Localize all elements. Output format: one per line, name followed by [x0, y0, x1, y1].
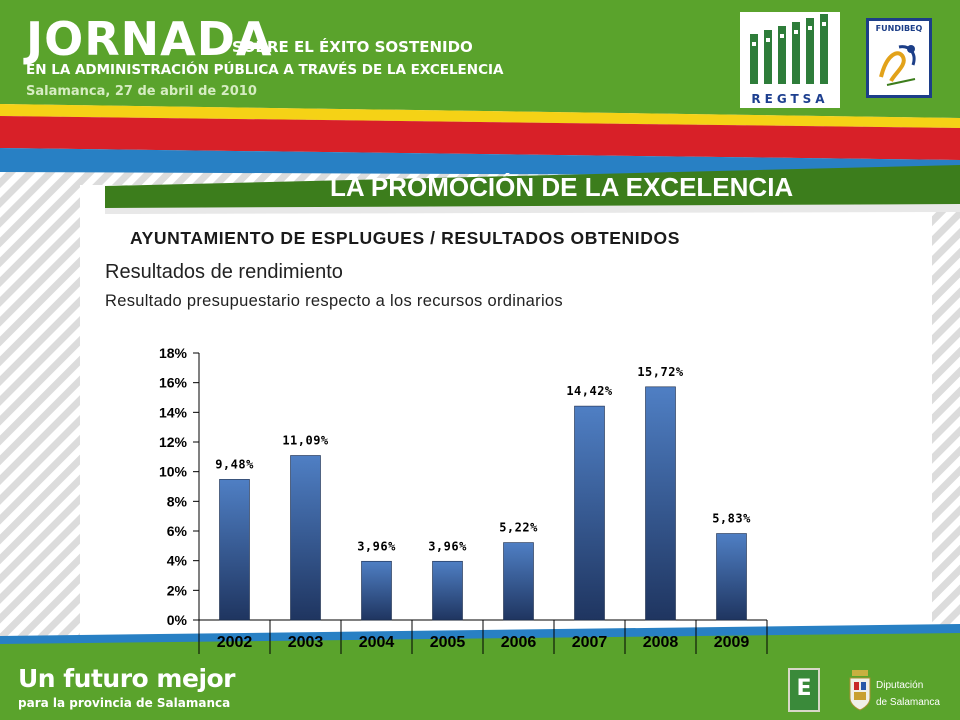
event-subtitle-2: EN LA ADMINISTRACIÓN PÚBLICA A TRAVÉS DE… — [26, 62, 504, 78]
y-tick-label: 6% — [167, 523, 188, 539]
chart-bars — [219, 386, 747, 621]
bar — [361, 560, 392, 621]
regtsa-mark-icon — [750, 14, 828, 84]
bar-data-label: 14,42% — [566, 384, 613, 398]
results-description: Resultado presupuestario respecto a los … — [105, 292, 563, 310]
x-tick-label: 2002 — [217, 634, 253, 651]
event-date: Salamanca, 27 de abril de 2010 — [26, 84, 257, 99]
y-tick-label: 2% — [167, 582, 188, 598]
header: JORNADA SOBRE EL ÉXITO SOSTENIDO EN LA A… — [0, 0, 960, 180]
footer-slogan: Un futuro mejor — [18, 664, 236, 693]
regtsa-logo: REGTSA — [740, 12, 840, 108]
bar-data-label: 15,72% — [637, 365, 684, 379]
fundibeq-logo: FUNDIBEQ — [866, 18, 932, 98]
bar-data-label: 3,96% — [428, 539, 467, 553]
fundibeq-label: FUNDIBEQ — [875, 24, 923, 33]
section-subtitle: AYUNTAMIENTO DE ESPLUGUES / RESULTADOS O… — [130, 228, 680, 248]
fundibeq-figure-icon — [879, 45, 916, 86]
bar — [290, 455, 321, 621]
bar-data-label: 9,48% — [215, 457, 254, 471]
regtsa-label: REGTSA — [751, 92, 829, 106]
y-tick-label: 4% — [167, 553, 188, 569]
institution-name-2: de Salamanca — [876, 697, 940, 708]
bar-data-label: 11,09% — [282, 433, 329, 447]
bar — [503, 542, 534, 621]
y-tick-label: 18% — [159, 345, 188, 361]
bar — [716, 533, 747, 621]
event-title: JORNADA — [26, 12, 273, 66]
y-tick-label: 12% — [159, 434, 188, 450]
results-heading: Resultados de rendimiento — [105, 261, 343, 283]
y-tick-label: 14% — [159, 404, 188, 420]
x-tick-label: 2003 — [288, 634, 324, 651]
x-tick-label: 2008 — [643, 634, 679, 651]
x-tick-label: 2007 — [572, 634, 608, 651]
e-badge-icon: E — [788, 668, 820, 712]
event-subtitle: SOBRE EL ÉXITO SOSTENIDO — [232, 38, 473, 56]
bar — [219, 479, 250, 621]
bar-data-label: 5,22% — [499, 521, 538, 535]
institution-name: Diputación — [876, 680, 924, 691]
chart-labels: 0% 2% 4% 6% 8% 10% 12% 14% 16% 18% 2002 2003 2004 200… — [159, 345, 751, 651]
y-tick-label: 0% — [167, 612, 188, 628]
y-tick-label: 10% — [159, 464, 188, 480]
section-title: LA PROMOCIÓN DE LA EXCELENCIA — [330, 172, 794, 202]
chart-axes — [193, 352, 768, 654]
x-tick-label: 2005 — [430, 634, 466, 651]
x-tick-label: 2009 — [714, 634, 750, 651]
bar — [574, 405, 605, 621]
y-tick-label: 16% — [159, 375, 188, 391]
x-tick-label: 2004 — [359, 634, 395, 651]
bar-data-label: 5,83% — [712, 512, 751, 526]
bar — [432, 560, 463, 621]
y-tick-label: 8% — [167, 493, 188, 509]
x-tick-label: 2006 — [501, 634, 537, 651]
bar — [645, 386, 676, 621]
e-badge-letter: E — [796, 676, 812, 701]
salamanca-shield-icon — [849, 670, 871, 711]
footer-slogan-subline: para la provincia de Salamanca — [18, 696, 231, 710]
bar-data-label: 3,96% — [357, 539, 396, 553]
